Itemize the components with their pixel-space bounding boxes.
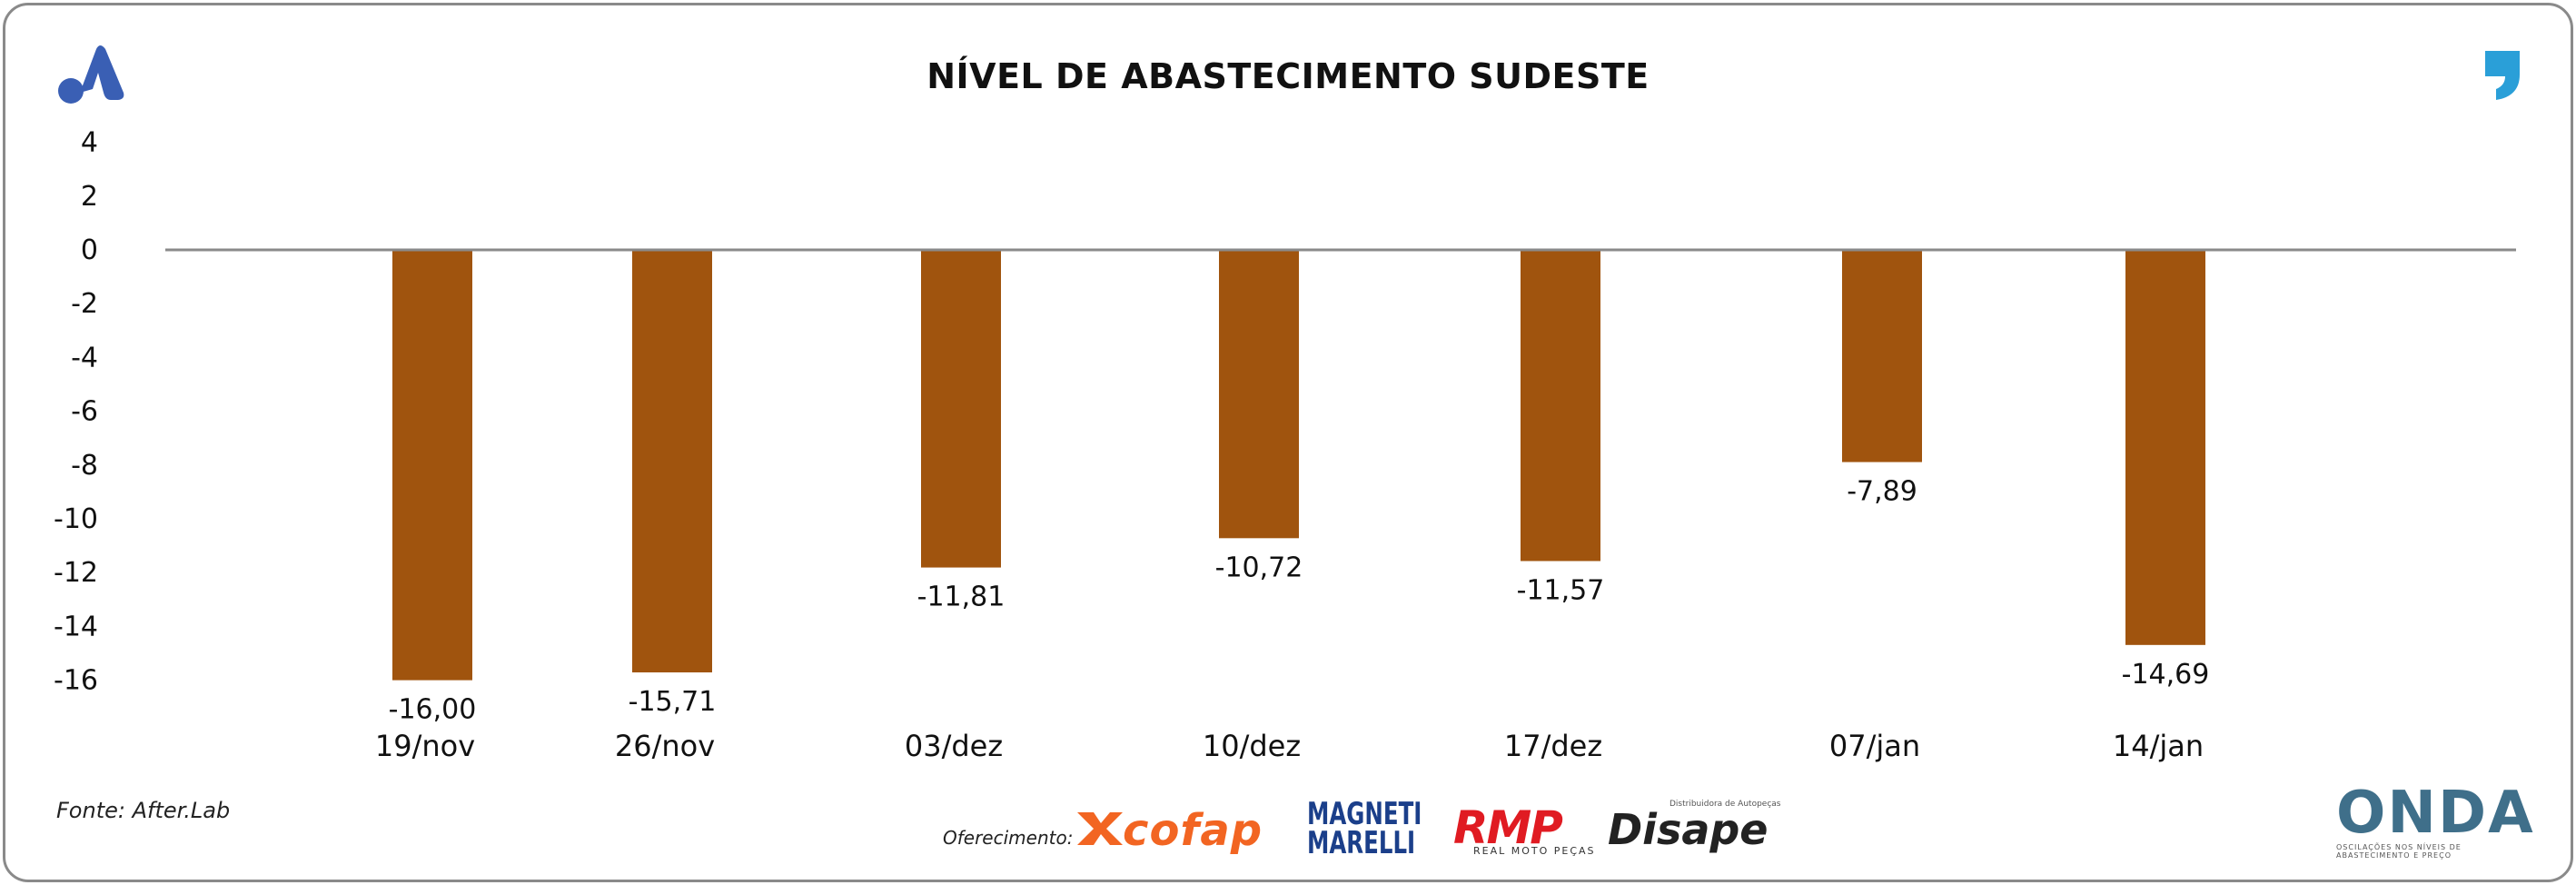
data-label: -14,69 <box>2122 659 2210 691</box>
y-tick-label: -6 <box>71 396 98 428</box>
y-tick-label: 2 <box>81 181 98 213</box>
quote-icon <box>2485 51 2520 100</box>
data-label: -15,71 <box>629 686 717 718</box>
onda-logo: ONDA <box>2336 780 2535 847</box>
sponsor-disape: Disape <box>1608 805 1769 854</box>
onda-logo-sub: OSCILAÇÕES NOS NÍVEIS DE ABASTECIMENTO E… <box>2336 843 2462 860</box>
bar <box>921 250 1001 568</box>
y-tick-label: -16 <box>54 665 98 697</box>
y-tick-label: -8 <box>71 450 98 482</box>
sponsor-rmp: RMP <box>1453 801 1563 854</box>
sponsor-rmp-sub: REAL MOTO PEÇAS <box>1473 845 1596 857</box>
data-label: -10,72 <box>1215 552 1303 583</box>
bar <box>1842 250 1922 462</box>
bar <box>1521 250 1600 562</box>
source-note: Fonte: After.Lab <box>56 798 231 823</box>
sponsor-magneti-marelli: MAGNETI MARELLI <box>1307 796 1422 861</box>
sponsor-disape-sub: Distribuidora de Autopeças <box>1669 800 1781 809</box>
x-tick-label: 10/dez <box>1203 729 1301 763</box>
y-tick-label: -12 <box>54 557 98 589</box>
data-label: -16,00 <box>389 694 477 726</box>
x-tick-label: 19/nov <box>375 729 475 763</box>
bar <box>632 250 712 673</box>
y-tick-label: -14 <box>54 611 98 642</box>
a-logo-icon <box>58 45 124 104</box>
x-tick-label: 14/jan <box>2113 729 2204 763</box>
data-label: -11,81 <box>917 582 1006 613</box>
data-label: -11,57 <box>1517 574 1605 606</box>
y-tick-label: 4 <box>81 127 98 159</box>
x-tick-label: 17/dez <box>1504 729 1602 763</box>
bar <box>2125 250 2205 645</box>
cofap-logo-icon <box>1077 812 1123 845</box>
sponsor-label: Oferecimento: <box>943 827 1074 849</box>
y-tick-label: -2 <box>71 288 98 320</box>
bar <box>392 250 472 681</box>
x-tick-label: 07/jan <box>1829 729 1920 763</box>
y-tick-label: -4 <box>71 342 98 373</box>
y-tick-label: -10 <box>54 503 98 535</box>
sponsor-cofap: cofap <box>1123 805 1263 856</box>
y-tick-label: 0 <box>81 234 98 266</box>
x-tick-label: 03/dez <box>905 729 1003 763</box>
x-tick-label: 26/nov <box>615 729 715 763</box>
chart-title: NÍVEL DE ABASTECIMENTO SUDESTE <box>926 56 1650 96</box>
bar <box>1219 250 1299 539</box>
data-label: -7,89 <box>1847 476 1917 508</box>
